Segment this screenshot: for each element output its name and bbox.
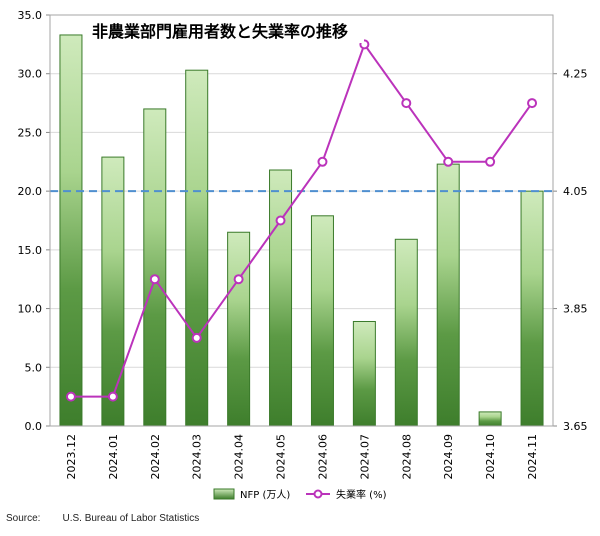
unemployment-point (275, 215, 286, 226)
left-tick-label: 5.0 (25, 361, 43, 374)
bar (394, 238, 418, 427)
right-tick-label: 4.25 (563, 68, 588, 81)
x-tick-label: 2024.06 (316, 434, 329, 480)
bar (227, 231, 251, 427)
legend-line-marker (313, 489, 323, 499)
bar (310, 215, 334, 427)
source-text: U.S. Bureau of Labor Statistics (62, 513, 200, 524)
right-tick-label: 4.05 (563, 185, 588, 198)
axes-layer: 0.0 5.0 10.0 15.0 20.0 25.0 30.0 35.0 3.65 3.85 4.… (18, 9, 588, 480)
plot-area-border (49, 14, 554, 427)
source-label: Source: (6, 513, 41, 524)
bar (143, 108, 167, 427)
x-tick-label: 2024.08 (400, 434, 413, 480)
unemployment-point (191, 332, 202, 343)
x-tick-label: 2024.11 (526, 434, 539, 480)
legend-label-unemployment: 失業率 (%) (336, 488, 387, 501)
legend-bar-swatch (213, 488, 235, 500)
left-tick-label: 0.0 (25, 420, 43, 433)
title-layer: 非農業部門雇用者数と失業率の推移 (84, 17, 364, 43)
unemployment-point (65, 391, 76, 402)
legend-label-nfp: NFP (万人) (240, 489, 290, 501)
left-tick-label: 25.0 (18, 126, 43, 139)
right-tick-label: 3.85 (563, 303, 588, 316)
source-line: Source: U.S. Bureau of Labor Statistics (6, 513, 221, 524)
x-tick-label: 2024.09 (442, 434, 455, 480)
unemployment-point (401, 98, 412, 109)
bar (59, 34, 83, 427)
unemployment-line (70, 42, 533, 398)
x-tick-label: 2024.01 (107, 434, 120, 480)
chart-title: 非農業部門雇用者数と失業率の推移 (92, 22, 348, 41)
bar (520, 190, 544, 427)
unemployment-point (107, 391, 118, 402)
x-tick-label: 2024.07 (358, 434, 371, 480)
unemployment-point (233, 274, 244, 285)
left-tick-label: 20.0 (18, 185, 43, 198)
unemployment-point (527, 98, 538, 109)
bar (185, 69, 209, 427)
x-tick-label: 2024.03 (191, 434, 204, 480)
unemployment-point (149, 274, 160, 285)
x-tick-label: 2024.10 (484, 434, 497, 480)
title-background (84, 17, 364, 43)
legend: NFP (万人) 失業率 (%) (213, 488, 387, 501)
x-tick-label: 2023.12 (65, 434, 78, 480)
unemployment-point (317, 156, 328, 167)
line-layer (65, 39, 538, 402)
x-tick-label: 2024.04 (233, 434, 246, 480)
left-tick-label: 35.0 (18, 9, 43, 22)
unemployment-point (485, 156, 496, 167)
unemployment-point (443, 156, 454, 167)
bar (101, 156, 125, 427)
left-tick-label: 15.0 (18, 244, 43, 257)
bar (478, 411, 502, 427)
bar (436, 163, 460, 427)
left-tick-label: 10.0 (18, 303, 43, 316)
left-tick-label: 30.0 (18, 68, 43, 81)
x-tick-label: 2024.05 (275, 434, 288, 480)
right-tick-label: 3.65 (563, 420, 588, 433)
bar (352, 320, 376, 427)
x-tick-label: 2024.02 (149, 434, 162, 480)
